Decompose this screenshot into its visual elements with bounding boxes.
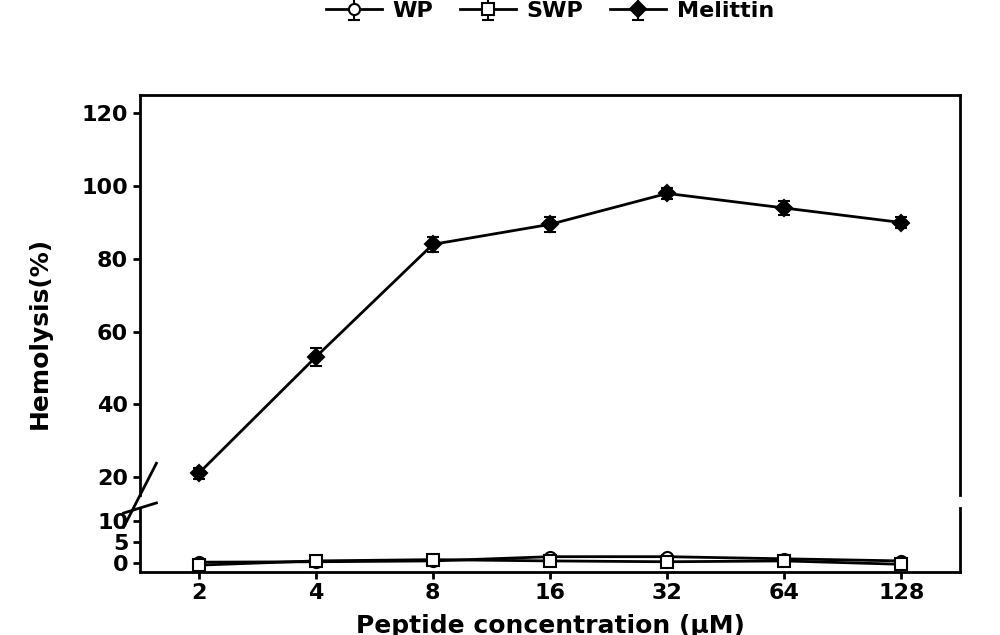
Legend: WP, SWP, Melittin: WP, SWP, Melittin xyxy=(317,0,783,30)
Text: Hemolysis(%): Hemolysis(%) xyxy=(28,237,52,429)
X-axis label: Peptide concentration (μM): Peptide concentration (μM) xyxy=(356,615,744,635)
